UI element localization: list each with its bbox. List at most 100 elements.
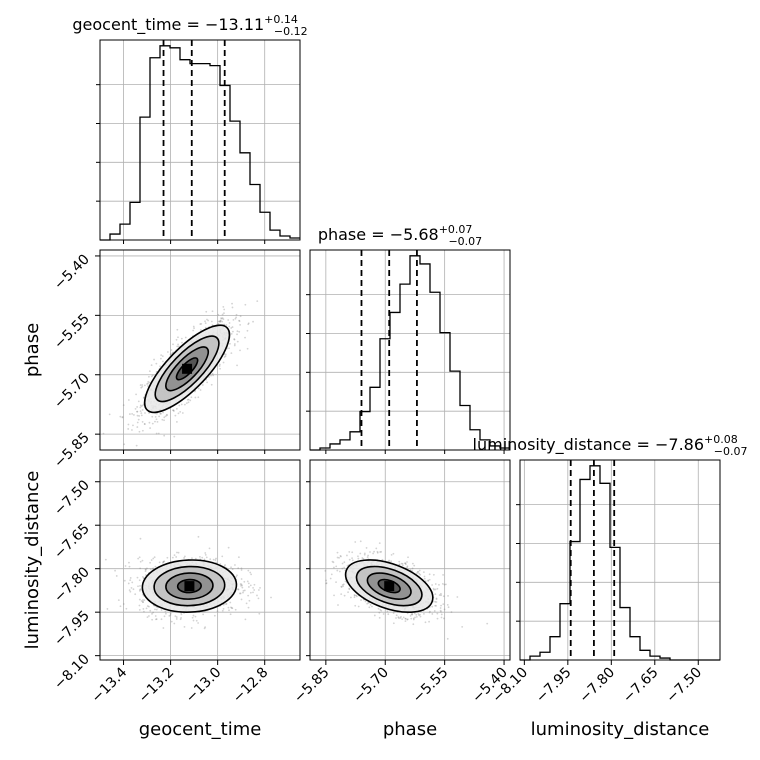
scatter-point: [131, 429, 133, 431]
scatter-point: [240, 578, 243, 580]
scatter-point: [395, 617, 397, 619]
scatter-point: [406, 565, 409, 568]
scatter-point: [162, 360, 164, 363]
scatter-point: [209, 558, 212, 561]
title-sub: −0.12: [274, 25, 308, 38]
scatter-point: [440, 604, 442, 607]
scatter-point: [139, 588, 141, 591]
scatter-point: [246, 347, 249, 350]
hist-panel-phase: [306, 249, 511, 451]
scatter-point: [371, 605, 373, 608]
scatter-point: [181, 412, 184, 414]
scatter-point: [248, 599, 251, 602]
scatter-point: [137, 557, 140, 560]
scatter-point: [336, 569, 339, 572]
scatter-point: [433, 610, 436, 612]
scatter-point: [236, 574, 238, 577]
scatter-point: [197, 396, 200, 399]
scatter-point: [410, 617, 413, 620]
scatter-point: [256, 594, 258, 597]
scatter-point: [218, 320, 221, 323]
scatter-point: [428, 620, 430, 623]
scatter-point: [229, 613, 232, 616]
scatter-point: [137, 400, 140, 403]
scatter-point: [418, 569, 421, 572]
scatter-point: [177, 345, 180, 348]
scatter-point: [331, 560, 334, 563]
scatter-point: [204, 554, 207, 556]
scatter-point: [233, 343, 236, 345]
scatter-point: [146, 567, 148, 570]
scatter-point: [446, 637, 449, 640]
scatter-point: [431, 613, 434, 615]
density-peak: [384, 581, 395, 592]
scatter-panel-geocent-time-vs-luminosity-distance: [99, 459, 301, 661]
scatter-point: [151, 415, 154, 418]
scatter-point: [443, 583, 446, 586]
scatter-point: [436, 612, 439, 615]
x-tick-label: −13.2: [136, 665, 178, 707]
scatter-point: [140, 405, 143, 408]
title-main: phase = −5.68: [318, 225, 439, 244]
title-sup: +0.07: [439, 223, 473, 236]
scatter-point: [244, 336, 246, 339]
scatter-point: [146, 605, 149, 607]
panel-title: luminosity_distance = −7.86+0.08 −0.07: [473, 433, 748, 458]
scatter-point: [357, 555, 359, 558]
scatter-point: [138, 415, 140, 417]
scatter-point: [447, 594, 449, 597]
scatter-point: [407, 556, 409, 559]
scatter-point: [180, 617, 182, 619]
scatter-point: [139, 588, 142, 591]
scatter-point: [187, 401, 190, 404]
scatter-point: [204, 552, 207, 554]
scatter-point: [224, 355, 227, 358]
scatter-point: [258, 612, 261, 615]
scatter-point: [219, 319, 222, 322]
scatter-point: [211, 324, 214, 327]
scatter-point: [230, 332, 233, 335]
scatter-point: [238, 330, 241, 333]
scatter-point: [130, 587, 133, 589]
scatter-point: [148, 615, 150, 617]
scatter-point: [139, 585, 141, 587]
scatter-point: [184, 336, 187, 339]
scatter-point: [163, 615, 166, 618]
scatter-point: [165, 612, 167, 615]
scatter-point: [218, 320, 221, 323]
scatter-point: [147, 385, 149, 387]
scatter-point: [340, 585, 343, 588]
scatter-point: [123, 579, 126, 582]
scatter-point: [227, 546, 230, 549]
scatter-point: [204, 320, 206, 323]
scatter-point: [144, 570, 147, 573]
scatter-point: [187, 398, 190, 401]
scatter-point: [223, 356, 226, 358]
scatter-point: [378, 542, 381, 545]
scatter-point: [429, 610, 431, 613]
scatter-point: [411, 562, 414, 565]
scatter-point: [140, 600, 143, 602]
scatter-point: [456, 596, 459, 598]
scatter-point: [160, 618, 163, 621]
scatter-point: [411, 567, 414, 570]
scatter-point: [342, 583, 345, 586]
title-main: luminosity_distance = −7.86: [473, 435, 704, 455]
scatter-point: [141, 559, 144, 562]
scatter-point: [440, 592, 442, 595]
scatter-point: [216, 610, 219, 613]
scatter-point: [131, 413, 134, 415]
title-sub: −0.07: [448, 235, 482, 248]
scatter-point: [357, 557, 360, 560]
scatter-point: [222, 607, 225, 610]
scatter-point: [151, 374, 154, 377]
x-axis-label: phase: [383, 719, 437, 740]
scatter-point: [235, 316, 238, 319]
scatter-point: [422, 571, 425, 574]
x-tick-label: −5.70: [350, 665, 392, 707]
scatter-point: [368, 606, 371, 609]
scatter-point: [204, 326, 207, 329]
scatter-point: [217, 322, 220, 325]
scatter-point: [236, 333, 238, 336]
scatter-point: [333, 566, 335, 569]
